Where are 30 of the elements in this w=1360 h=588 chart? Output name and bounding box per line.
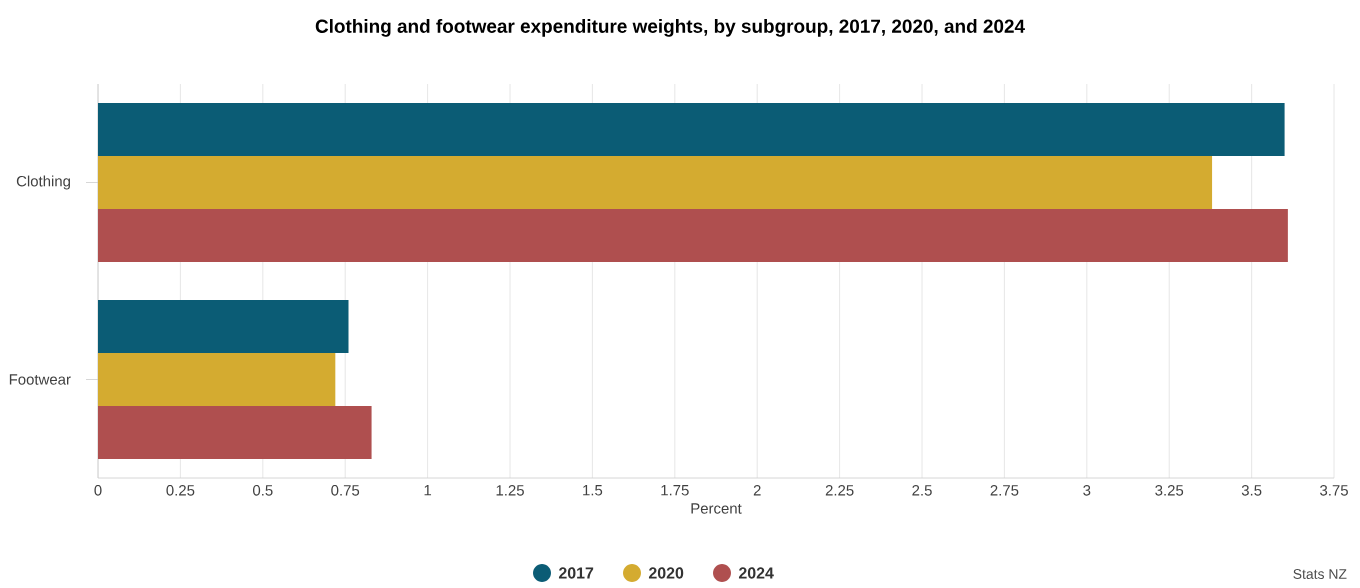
bar	[98, 300, 349, 353]
bar	[98, 406, 372, 460]
x-tick-label: 3.25	[1155, 485, 1184, 496]
x-tick-label: 1.5	[583, 485, 603, 496]
text: Stats NZ	[1293, 569, 1347, 579]
x-axis-title: Percent	[691, 503, 742, 514]
x-tick-label: 0.25	[166, 485, 195, 496]
x-tick-label: 2.5	[912, 485, 932, 496]
legend-label: 2020	[648, 567, 684, 579]
chart-title: Clothing and footwear expenditure weights, by subgroup, 2017, 2020, and 2024	[315, 19, 1025, 37]
x-tick-label: 1.75	[661, 485, 689, 496]
bar	[98, 353, 336, 407]
x-tick-label: 3.75	[1320, 485, 1348, 496]
x-tick-label: 3	[1083, 485, 1091, 496]
x-tick-label: 1	[424, 485, 432, 496]
legend-label: 2024	[738, 567, 774, 579]
bar	[98, 209, 1288, 262]
x-tick-label: 2.75	[990, 485, 1019, 496]
x-tick-label: 3.5	[1241, 485, 1262, 496]
bar	[98, 156, 1213, 209]
y-tick-label: Clothing	[16, 175, 70, 190]
y-tick-label: Footwear	[9, 374, 71, 385]
x-tick-label: 0	[94, 485, 102, 496]
bar	[98, 103, 1285, 156]
legend-label: 2017	[558, 567, 594, 579]
x-tick-label: 2.25	[825, 485, 854, 496]
x-tick-label: 0.5	[253, 485, 273, 496]
x-tick-label: 2	[753, 485, 761, 496]
x-tick-label: 1.25	[496, 485, 524, 496]
x-tick-label: 0.75	[331, 485, 360, 496]
